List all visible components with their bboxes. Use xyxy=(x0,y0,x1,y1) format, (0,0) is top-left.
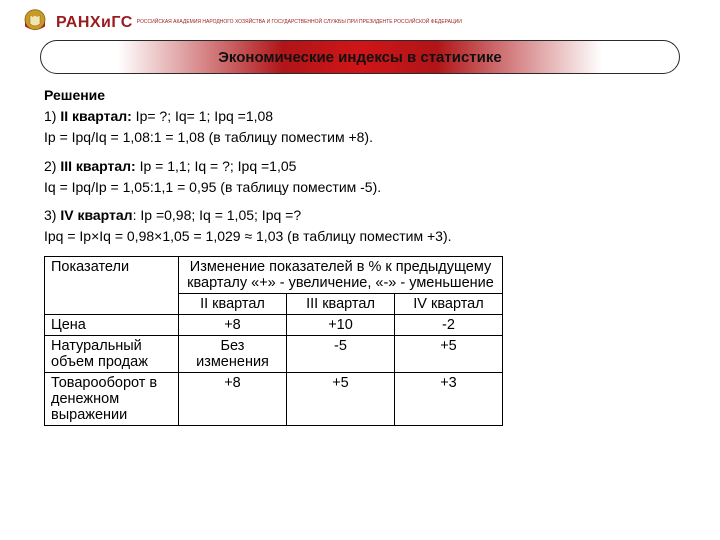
th-q2: II квартал xyxy=(179,294,287,315)
table-row: Цена +8 +10 -2 xyxy=(45,315,503,336)
q4-label: IV квартал xyxy=(60,207,132,223)
solution-q3-line2: Iq = Ipq/Ip = 1,05:1,1 = 0,95 (в таблицу… xyxy=(44,178,676,197)
solution-q2-line2: Ip = Ipq/Iq = 1,08:1 = 1,08 (в таблицу п… xyxy=(44,128,676,147)
table-row: Товарооборот в денежном выражении +8 +5 … xyxy=(45,373,503,426)
row-name: Товарооборот в денежном выражении xyxy=(45,373,179,426)
solution-q2-block: 1) II квартал: Ip= ?; Iq= 1; Ipq =1,08 I… xyxy=(44,107,676,147)
row-q2: +8 xyxy=(179,315,287,336)
row-q4: +5 xyxy=(395,336,503,373)
solution-heading: Решение xyxy=(44,86,676,105)
q3-label: III квартал: xyxy=(60,158,135,174)
q3-rest: Ip = 1,1; Iq = ?; Ipq =1,05 xyxy=(136,158,297,174)
solution-q4-block: 3) IV квартал: Ip =0,98; Iq = 1,05; Ipq … xyxy=(44,206,676,246)
solution-q4-line2: Ipq = Ip×Iq = 0,98×1,05 = 1,029 ≈ 1,03 (… xyxy=(44,227,676,246)
q4-prefix: 3) xyxy=(44,207,60,223)
brand-subtitle: РОССИЙСКАЯ АКАДЕМИЯ НАРОДНОГО ХОЗЯЙСТВА … xyxy=(137,20,462,26)
solution-q4-line1: 3) IV квартал: Ip =0,98; Iq = 1,05; Ipq … xyxy=(44,206,676,225)
indicators-table: Показатели Изменение показателей в % к п… xyxy=(44,256,503,426)
q2-label: II квартал: xyxy=(60,108,131,124)
row-q3: +10 xyxy=(287,315,395,336)
row-q2: +8 xyxy=(179,373,287,426)
q2-prefix: 1) xyxy=(44,108,60,124)
th-q3: III квартал xyxy=(287,294,395,315)
solution-text: Решение 1) II квартал: Ip= ?; Iq= 1; Ipq… xyxy=(0,86,720,246)
table-header-row-1: Показатели Изменение показателей в % к п… xyxy=(45,257,503,294)
row-q2: Без изменения xyxy=(179,336,287,373)
brand-name: РАНХиГС xyxy=(56,14,133,32)
solution-q3-block: 2) III квартал: Ip = 1,1; Iq = ?; Ipq =1… xyxy=(44,157,676,197)
table-row: Натуральный объем продаж Без изменения -… xyxy=(45,336,503,373)
ranepa-emblem-icon xyxy=(20,8,50,38)
slide-title: Экономические индексы в статистике xyxy=(218,49,501,66)
solution-q3-line1: 2) III квартал: Ip = 1,1; Iq = ?; Ipq =1… xyxy=(44,157,676,176)
brand-header: РАНХиГС РОССИЙСКАЯ АКАДЕМИЯ НАРОДНОГО ХО… xyxy=(0,0,720,40)
q3-prefix: 2) xyxy=(44,158,60,174)
q2-rest: Ip= ?; Iq= 1; Ipq =1,08 xyxy=(132,108,273,124)
row-q3: +5 xyxy=(287,373,395,426)
row-q4: -2 xyxy=(395,315,503,336)
th-q4: IV квартал xyxy=(395,294,503,315)
brand-text: РАНХиГС РОССИЙСКАЯ АКАДЕМИЯ НАРОДНОГО ХО… xyxy=(56,14,462,32)
th-indicator: Показатели xyxy=(45,257,179,315)
row-name: Натуральный объем продаж xyxy=(45,336,179,373)
slide-title-banner: Экономические индексы в статистике xyxy=(40,40,680,74)
row-q4: +3 xyxy=(395,373,503,426)
th-change-desc: Изменение показателей в % к предыдущему … xyxy=(179,257,503,294)
solution-q2-line1: 1) II квартал: Ip= ?; Iq= 1; Ipq =1,08 xyxy=(44,107,676,126)
row-q3: -5 xyxy=(287,336,395,373)
q4-rest: : Ip =0,98; Iq = 1,05; Ipq =? xyxy=(133,207,302,223)
row-name: Цена xyxy=(45,315,179,336)
